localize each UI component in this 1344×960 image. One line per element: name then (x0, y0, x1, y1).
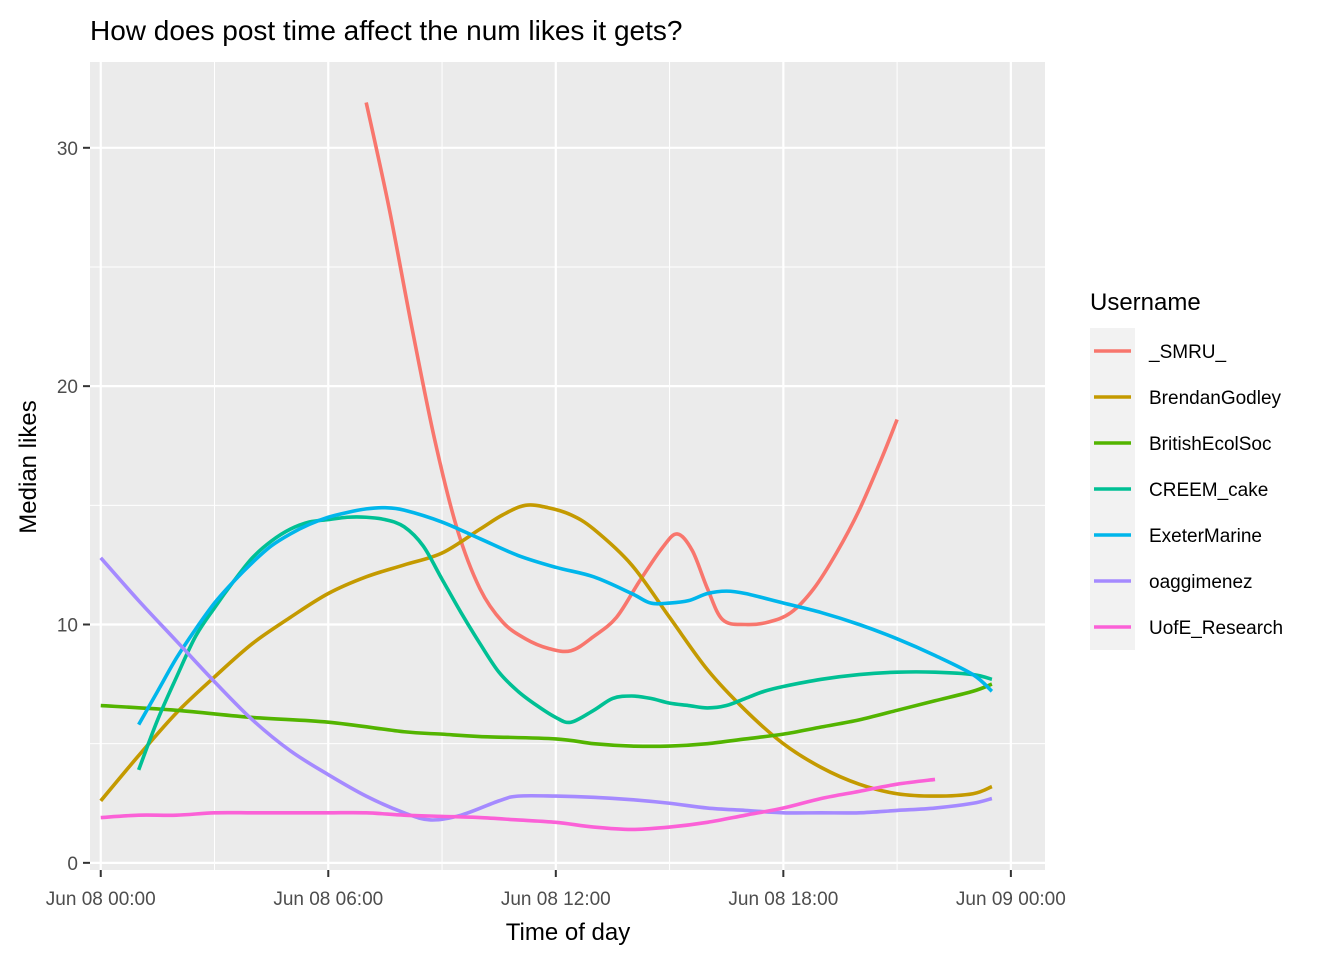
y-tick-label: 30 (57, 139, 78, 160)
x-tick-label: Jun 08 06:00 (273, 889, 383, 910)
series-line-brendangodley (99, 503, 993, 803)
x-axis: Jun 08 00:00 Jun 08 06:00 Jun 08 12:00 Jun … (46, 870, 1066, 910)
x-tick-label: Jun 08 18:00 (728, 889, 838, 910)
legend: Username _SMRU_ BrendanGodley BritishEcolS… (1090, 289, 1283, 650)
plot-panel (90, 62, 1045, 870)
major-gridlines (90, 62, 1045, 870)
legend-label-brendangodley: BrendanGodley (1149, 388, 1282, 409)
minor-gridlines (90, 62, 1045, 870)
series-lines (99, 102, 994, 832)
series-line-creem-cake (136, 515, 993, 771)
legend-label-britishecolsoc: BritishEcolSoc (1149, 434, 1272, 455)
x-tick-label: Jun 08 00:00 (46, 889, 156, 910)
y-tick-label: 20 (57, 377, 78, 398)
legend-label-uofe-research: UofE_Research (1149, 618, 1283, 639)
legend-label-creem-cake: CREEM_cake (1149, 480, 1268, 501)
y-tick-label: 0 (67, 854, 78, 875)
legend-label-exetermarine: ExeterMarine (1149, 526, 1262, 547)
series-line-uofe-research (100, 777, 936, 832)
legend-label-smru: _SMRU_ (1148, 342, 1227, 363)
y-axis-title: Median likes (15, 400, 42, 533)
series-line-exetermarine (137, 505, 994, 726)
x-axis-title: Time of day (506, 919, 631, 946)
legend-label-oaggimenez: oaggimenez (1149, 572, 1253, 593)
series-line-britishecolsoc (100, 682, 993, 749)
y-tick-label: 10 (57, 616, 78, 637)
x-tick-label: Jun 09 00:00 (956, 889, 1066, 910)
x-tick-label: Jun 08 12:00 (501, 889, 611, 910)
series-line-smru (364, 102, 899, 654)
y-axis: 0 10 20 30 (57, 139, 90, 875)
legend-title: Username (1090, 289, 1201, 316)
chart-title: How does post time affect the num likes … (90, 15, 682, 46)
series-line-oaggimenez (99, 556, 993, 822)
